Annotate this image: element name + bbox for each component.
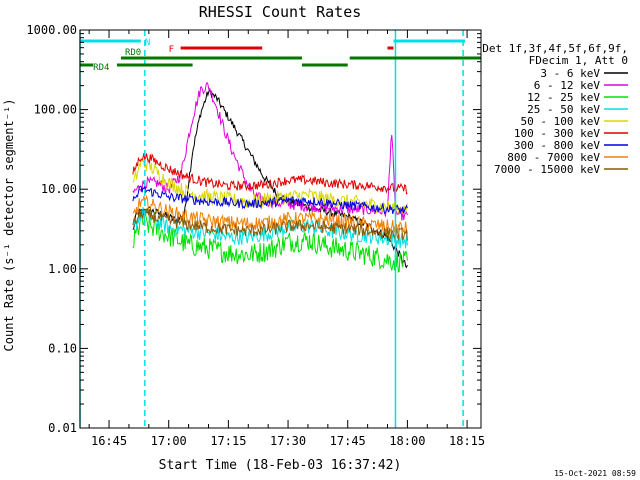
series-line-8	[132, 208, 408, 241]
y-tick-label-2: 1.00	[48, 262, 77, 276]
x-tick-label-3: 17:30	[270, 434, 306, 448]
flag-label-0: N	[145, 38, 150, 48]
x-tick-label-4: 17:45	[330, 434, 366, 448]
legend-label-8: 7000 - 15000 keV	[494, 163, 600, 176]
y-axis-label: Count Rate (s⁻¹ detector segment⁻¹)	[2, 99, 16, 352]
info-line-1: Det 1f,3f,4f,5f,6f,9f,	[482, 42, 628, 55]
series-line-2	[132, 210, 408, 273]
x-axis-label: Start Time (18-Feb-03 16:37:42)	[159, 458, 402, 473]
chart-title: RHESSI Count Rates	[199, 3, 362, 21]
series-line-6	[132, 185, 408, 215]
plot-frame	[79, 29, 482, 429]
legend-label-4: 50 - 100 keV	[521, 115, 601, 128]
x-tick-label-6: 18:15	[449, 434, 485, 448]
x-tick-label-5: 18:00	[389, 434, 425, 448]
x-tick-label-0: 16:45	[91, 434, 127, 448]
flag-label-1: F	[169, 45, 174, 55]
legend-label-0: 3 - 6 keV	[540, 67, 600, 80]
y-tick-label-4: 100.00	[34, 103, 77, 117]
flag-label-2: RD0	[125, 48, 141, 58]
legend-label-5: 100 - 300 keV	[514, 127, 600, 140]
series-line-3	[132, 207, 408, 249]
info-line-2: FDecim 1, Att 0	[529, 54, 628, 67]
y-tick-label-3: 10.00	[41, 182, 77, 196]
footer-date: 15-Oct-2021 08:59	[554, 469, 636, 478]
series-line-5	[132, 153, 408, 195]
y-tick-label-1: 0.10	[48, 341, 77, 355]
legend-label-6: 300 - 800 keV	[514, 139, 600, 152]
legend-label-3: 25 - 50 keV	[527, 103, 600, 116]
flag-label-3: RD4	[93, 63, 109, 73]
y-tick-label-5: 1000.00	[26, 23, 77, 37]
y-tick-label-0: 0.01	[48, 421, 77, 435]
legend-label-2: 12 - 25 keV	[527, 91, 600, 104]
legend-label-1: 6 - 12 keV	[534, 79, 601, 92]
x-tick-label-1: 17:00	[151, 434, 187, 448]
x-tick-label-2: 17:15	[210, 434, 246, 448]
legend-label-7: 800 - 7000 keV	[507, 151, 600, 164]
series-line-4	[132, 157, 408, 216]
